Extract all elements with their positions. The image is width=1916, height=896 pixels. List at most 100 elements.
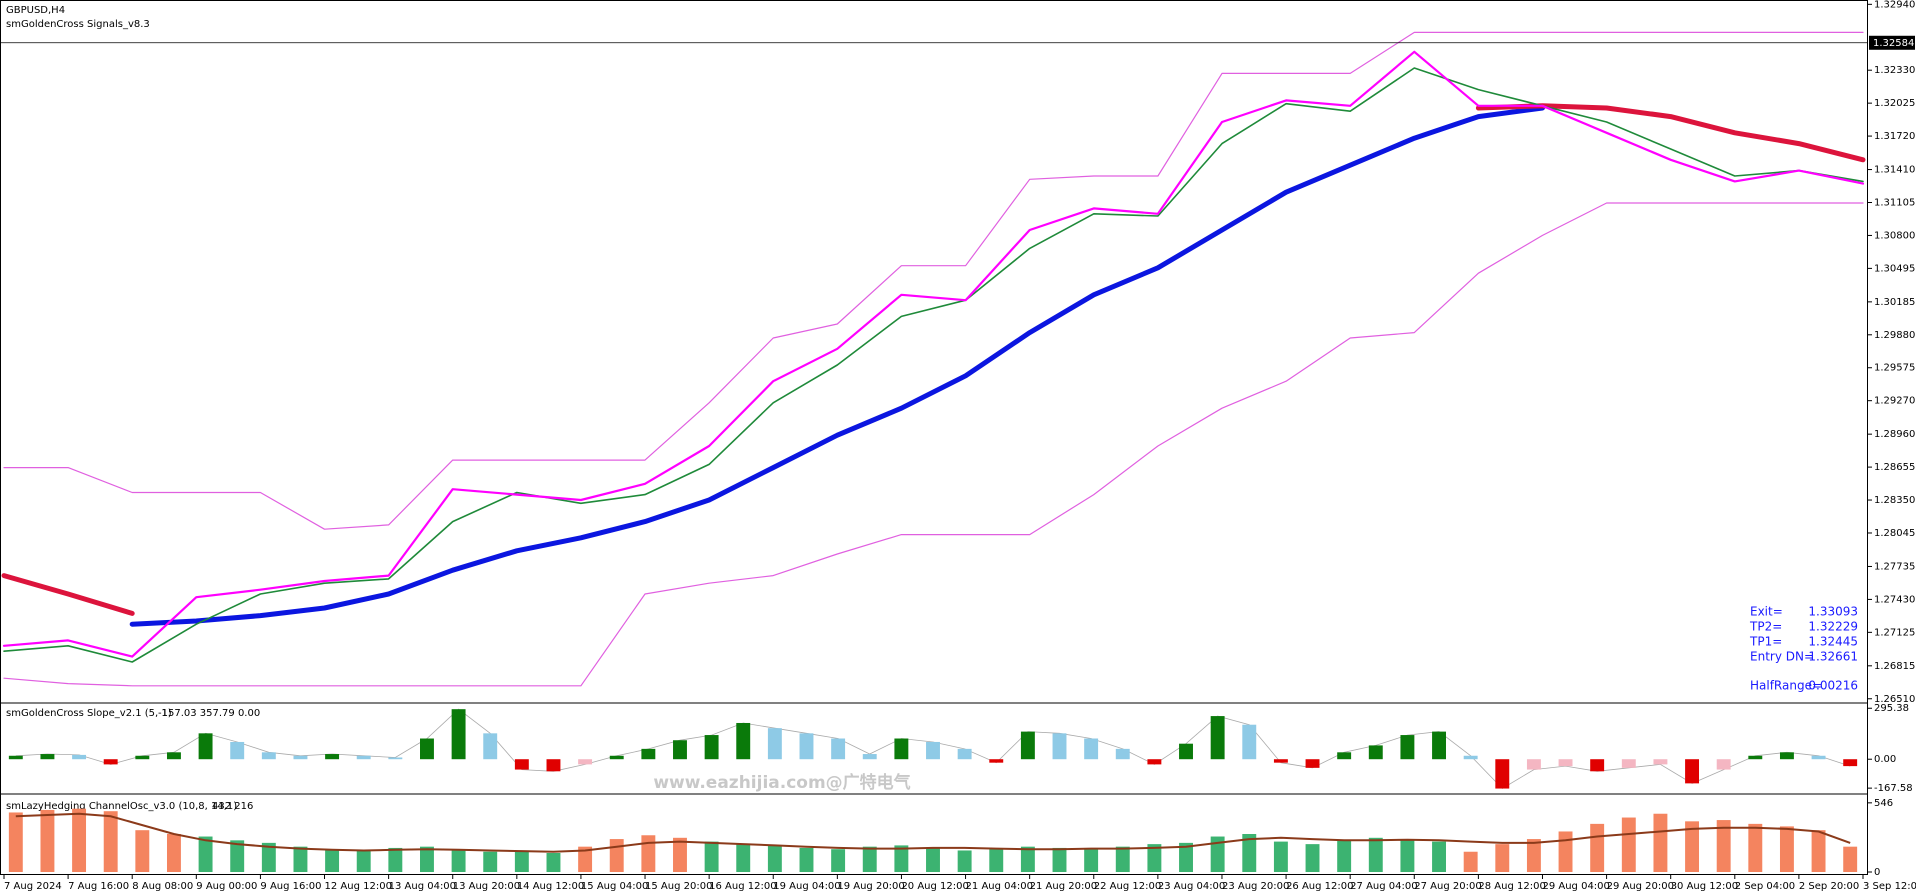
- histogram-bar: [1242, 724, 1257, 760]
- histogram-bar: [8, 812, 23, 872]
- y-tick-label: 1.28350: [1874, 495, 1915, 506]
- histogram-bar: [673, 740, 687, 760]
- x-tick-label: 21 Aug 20:00: [1030, 881, 1097, 892]
- histogram-bar: [1147, 759, 1162, 765]
- x-tick-label: 2 Sep 20:00: [1799, 881, 1859, 892]
- histogram-bar: [8, 755, 23, 760]
- indicator-line: [3, 202, 1864, 687]
- histogram-bar: [926, 741, 940, 760]
- y-tick-label: 1.28045: [1874, 528, 1915, 539]
- histogram-bar: [641, 748, 656, 760]
- x-tick-label: 3 Sep 12:00: [1863, 881, 1916, 892]
- histogram-bar: [1273, 841, 1288, 872]
- y-tick-label: -167.58: [1874, 783, 1913, 794]
- histogram-bar: [1179, 842, 1193, 872]
- histogram-bar: [1052, 733, 1067, 760]
- histogram-bar: [40, 754, 55, 760]
- y-tick-label: 546: [1874, 798, 1893, 809]
- y-tick-label: 1.27735: [1874, 561, 1915, 572]
- histogram-bar: [1147, 844, 1162, 872]
- histogram-bar: [767, 845, 782, 872]
- info-value: 1.32229: [1808, 620, 1858, 634]
- y-tick-label: 0: [1874, 867, 1880, 878]
- histogram-bar: [1084, 849, 1099, 872]
- x-tick-label: 27 Aug 04:00: [1350, 881, 1417, 892]
- histogram-bar: [1716, 820, 1731, 872]
- histogram-bar: [1337, 840, 1352, 872]
- y-tick-label: 1.29880: [1874, 330, 1915, 341]
- y-tick-label: 1.29575: [1874, 363, 1915, 374]
- x-tick-label: 9 Aug 16:00: [260, 881, 321, 892]
- indicator-title: smGoldenCross Slope_v2.1 (5, 1): [6, 708, 172, 719]
- histogram-bar: [198, 733, 213, 760]
- histogram-bar: [261, 752, 276, 760]
- histogram-bar: [546, 853, 561, 872]
- histogram-bar: [135, 830, 150, 872]
- histogram-bar: [261, 842, 276, 872]
- current-price-label: 1.32584: [1873, 38, 1914, 49]
- histogram-bar: [1590, 759, 1605, 772]
- histogram-bar: [451, 849, 466, 872]
- indicator-line: [2, 50, 1865, 658]
- histogram-bar: [1779, 826, 1794, 872]
- histogram-bar: [1210, 836, 1225, 872]
- info-value: 0.00216: [1808, 679, 1858, 693]
- x-tick-label: 7 Aug 16:00: [68, 881, 129, 892]
- indicator-title: smLazyHedging ChannelOsc_v3.0 (10,8, 14,…: [6, 801, 237, 812]
- histogram-bar: [673, 837, 687, 872]
- histogram-bar: [103, 811, 118, 872]
- histogram-bar: [1400, 839, 1415, 872]
- histogram-bar: [1779, 752, 1794, 760]
- histogram-bar: [420, 846, 434, 872]
- histogram-bar: [293, 755, 308, 760]
- y-tick-label: 1.27125: [1874, 627, 1915, 638]
- histogram-bar: [736, 844, 751, 872]
- histogram-bar: [1526, 759, 1541, 770]
- histogram-bar: [1495, 844, 1510, 872]
- indicator-line: [1, 103, 1866, 616]
- histogram-bar: [1843, 759, 1858, 767]
- histogram-bar: [1463, 755, 1478, 760]
- info-label: Entry DN=: [1750, 650, 1814, 664]
- info-value: 1.32661: [1808, 650, 1858, 664]
- x-tick-label: 19 Aug 20:00: [837, 881, 904, 892]
- x-tick-label: 29 Aug 20:00: [1607, 881, 1674, 892]
- histogram-bar: [1305, 844, 1320, 872]
- x-tick-label: 7 Aug 2024: [4, 881, 62, 892]
- y-tick-label: 0.00: [1874, 754, 1896, 765]
- x-tick-label: 8 Aug 08:00: [132, 881, 193, 892]
- histogram-bar: [1084, 738, 1099, 760]
- y-tick-label: 1.32330: [1874, 65, 1915, 76]
- histogram-bar: [1305, 759, 1320, 768]
- y-tick-label: 1.31105: [1874, 198, 1915, 209]
- x-tick-label: 30 Aug 12:00: [1671, 881, 1738, 892]
- x-tick-label: 9 Aug 00:00: [196, 881, 257, 892]
- histogram-bar: [420, 738, 434, 760]
- info-label: TP2=: [1749, 620, 1782, 634]
- x-tick-label: 19 Aug 04:00: [773, 881, 840, 892]
- indicator-line: [129, 105, 1545, 627]
- histogram-bar: [514, 850, 529, 872]
- histogram-bar: [1273, 759, 1288, 763]
- histogram-bar: [40, 809, 55, 872]
- y-tick-label: 1.26815: [1874, 661, 1915, 672]
- x-tick-label: 28 Aug 12:00: [1478, 881, 1545, 892]
- y-tick-label: 1.31720: [1874, 131, 1915, 142]
- histogram-bar: [325, 849, 340, 872]
- histogram-bar: [1400, 735, 1415, 760]
- indicator-title: smGoldenCross Signals_v8.3: [6, 19, 150, 30]
- histogram-bar: [641, 835, 656, 872]
- histogram-bar: [1463, 851, 1478, 872]
- histogram-bar: [514, 759, 529, 770]
- info-label: TP1=: [1749, 635, 1782, 649]
- histogram-bar: [483, 851, 498, 872]
- x-tick-label: 20 Aug 12:00: [901, 881, 968, 892]
- histogram-bar: [957, 850, 972, 872]
- histogram-bar: [1653, 813, 1668, 872]
- histogram-bar: [1052, 847, 1067, 872]
- histogram-bar: [1811, 830, 1826, 872]
- x-tick-label: 2 Sep 04:00: [1735, 881, 1795, 892]
- histogram-bar: [72, 754, 87, 760]
- histogram-bar: [1020, 846, 1035, 872]
- histogram-bar: [1748, 755, 1763, 760]
